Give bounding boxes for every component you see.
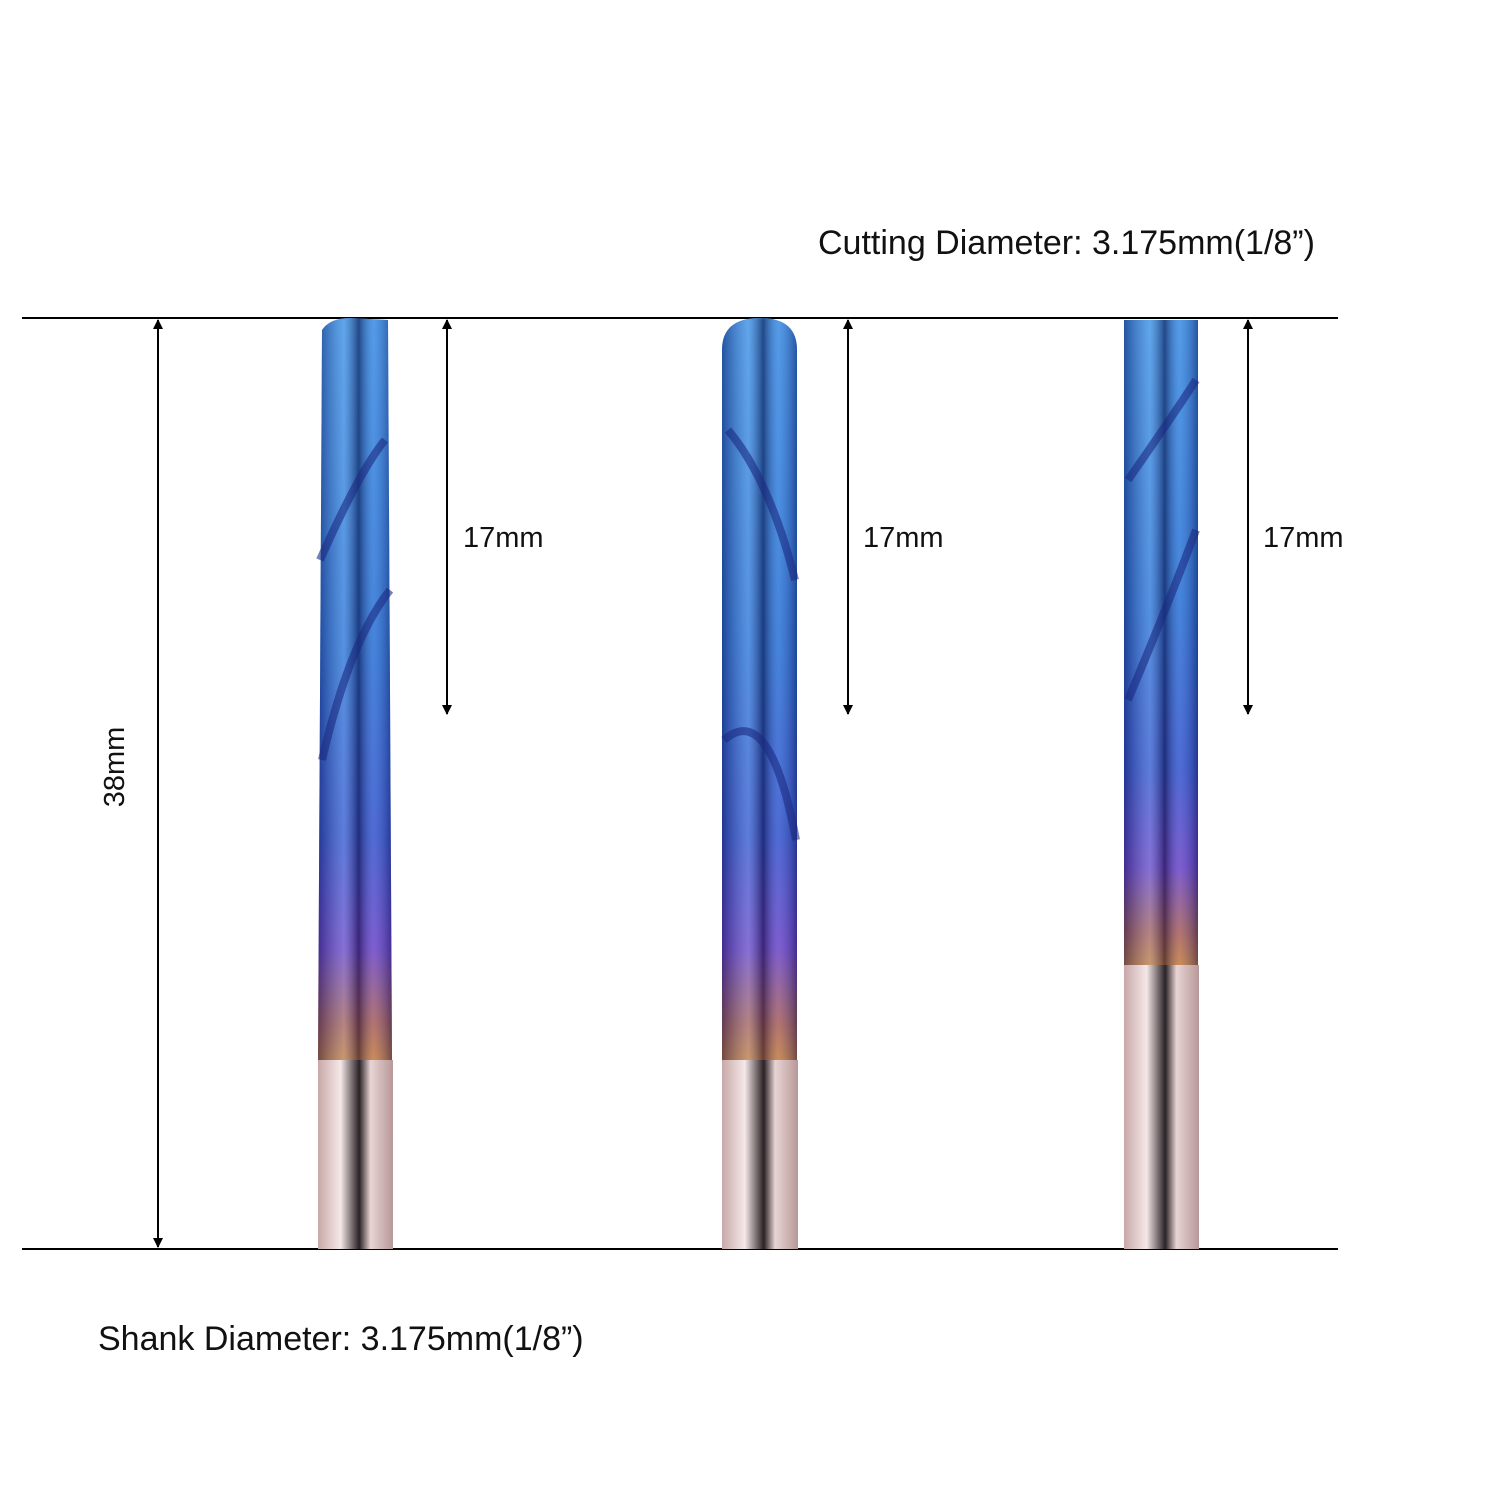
flute-shading bbox=[722, 318, 797, 1060]
shank bbox=[318, 1060, 393, 1249]
flute-shading bbox=[318, 318, 392, 1060]
shank bbox=[722, 1060, 798, 1249]
flute-length-label: 17mm bbox=[1263, 522, 1344, 554]
end-mill-bit bbox=[316, 318, 394, 1249]
flute-groove bbox=[1124, 377, 1200, 702]
end-mill-bit bbox=[721, 318, 800, 1249]
cutting-diameter: Cutting Diameter: 3.175mm(1/8”) bbox=[818, 224, 1315, 262]
overall-length-label: 38mm bbox=[99, 727, 131, 808]
end-mill-bit bbox=[1124, 320, 1200, 1249]
flute-shading bbox=[1124, 320, 1198, 965]
shank-diameter: Shank Diameter: 3.175mm(1/8”) bbox=[98, 1320, 584, 1358]
flute-groove bbox=[721, 427, 800, 841]
flute-length-label: 17mm bbox=[863, 522, 944, 554]
flute-groove bbox=[316, 437, 394, 761]
shank bbox=[1124, 965, 1199, 1249]
flute-length-label: 17mm bbox=[463, 522, 544, 554]
